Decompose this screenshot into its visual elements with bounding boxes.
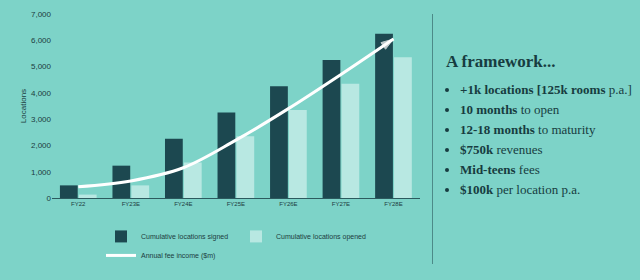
html-text:A framework...: A framework... xyxy=(446,52,556,71)
svg-text:FY26E: FY26E xyxy=(279,201,297,207)
svg-text:FY23E: FY23E xyxy=(122,201,140,207)
svg-text:FY22: FY22 xyxy=(71,201,86,207)
html-text:+1k locations [125k rooms p.a.: +1k locations [125k rooms p.a.] xyxy=(460,82,632,97)
svg-text:0: 0 xyxy=(47,194,52,203)
html-text:Mid-teens fees: Mid-teens fees xyxy=(460,162,540,177)
svg-text:FY27E: FY27E xyxy=(332,201,350,207)
svg-text:1,000: 1,000 xyxy=(31,168,52,177)
svg-text:Locations: Locations xyxy=(19,89,28,123)
svg-text:5,000: 5,000 xyxy=(31,62,52,71)
svg-text:4,000: 4,000 xyxy=(31,89,52,98)
svg-text:Cumulative locations signed: Cumulative locations signed xyxy=(141,233,228,241)
svg-text:Cumulative locations opened: Cumulative locations opened xyxy=(276,233,366,241)
svg-text:2,000: 2,000 xyxy=(31,141,52,150)
html-text:$750k revenues: $750k revenues xyxy=(460,142,543,157)
svg-text:Annual fee income ($m): Annual fee income ($m) xyxy=(141,252,215,260)
html-text:12-18 months to maturity: 12-18 months to maturity xyxy=(460,122,596,137)
svg-text:FY28E: FY28E xyxy=(384,201,402,207)
html-text:10 months to open: 10 months to open xyxy=(460,102,560,117)
html-text:$100k per location p.a.: $100k per location p.a. xyxy=(460,182,581,197)
svg-text:6,000: 6,000 xyxy=(31,36,52,45)
svg-text:FY24E: FY24E xyxy=(174,201,192,207)
svg-text:3,000: 3,000 xyxy=(31,115,52,124)
svg-text:7,000: 7,000 xyxy=(31,10,52,19)
svg-text:FY25E: FY25E xyxy=(227,201,245,207)
